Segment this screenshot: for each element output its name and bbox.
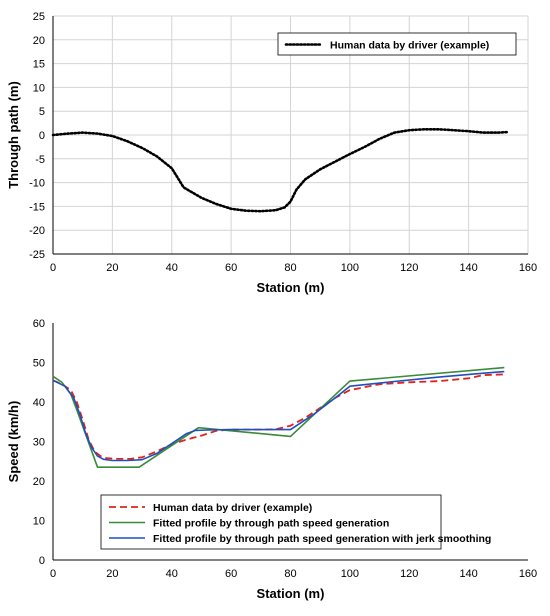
y-tick-label: -20 [29,225,45,237]
y-tick-label: -5 [35,154,45,166]
x-tick-label: 0 [50,262,56,274]
x-tick-label: 60 [225,262,237,274]
x-tick-label: 100 [341,262,359,274]
y-axis-title: Speed (km/h) [6,401,21,483]
legend-label-1: Human data by driver (example) [330,40,489,52]
chart-1: 0 20 40 60 80 100 120 140 160 25 20 15 10 5 0 -5 -10 -15 -… [6,11,537,295]
y-tick-label: 0 [39,130,45,142]
legend-label-1: Human data by driver (example) [153,502,312,514]
x-tick-label: 40 [166,568,178,580]
x-tick-label: 80 [284,262,296,274]
legend: Human data by driver (example) [277,32,517,56]
legend: Human data by driver (example) Fitted pro… [100,494,491,550]
x-tick-label: 120 [400,568,418,580]
y-tick-label: 5 [39,106,45,118]
y-tick-label: 20 [33,35,45,47]
x-tick-label: 20 [106,568,118,580]
y-tick-label: 15 [33,59,45,71]
x-axis-title: Station (m) [257,280,325,295]
y-tick-label: 10 [33,82,45,94]
series-line-2 [52,366,505,469]
x-axis-title: Station (m) [257,586,325,601]
series-line-3 [52,370,505,462]
x-tick-label: 160 [519,262,537,274]
y-tick-label: 10 [33,516,45,528]
series-line-1 [51,128,509,213]
series-line-1 [52,373,505,460]
legend-label-3: Fitted profile by through path speed gen… [153,533,491,545]
x-tick-label: 40 [166,262,178,274]
y-tick-label: -15 [29,201,45,213]
y-tick-label: -10 [29,178,45,190]
x-tick-label: 0 [50,568,56,580]
y-tick-label: 60 [33,318,45,330]
y-tick-label: 25 [33,11,45,23]
y-tick-label: 40 [33,397,45,409]
y-tick-label: 0 [39,555,45,567]
x-tick-label: 160 [519,568,537,580]
y-tick-label: 50 [33,358,45,370]
y-axis-title: Through path (m) [6,81,21,189]
legend-box [277,32,517,56]
x-tick-label: 20 [106,262,118,274]
y-tick-label: 20 [33,476,45,488]
x-tick-label: 140 [459,568,477,580]
legend-box [100,494,442,550]
chart-2: 0 20 40 60 80 100 120 140 1606050403020100Statio… [6,318,537,601]
y-tick-label: -25 [29,249,45,261]
x-tick-label: 60 [225,568,237,580]
x-tick-label: 140 [459,262,477,274]
y-tick-label: 30 [33,437,45,449]
x-tick-label: 80 [284,568,296,580]
legend-label-2: Fitted profile by through path speed gen… [153,518,389,530]
x-tick-label: 120 [400,262,418,274]
x-tick-label: 100 [341,568,359,580]
